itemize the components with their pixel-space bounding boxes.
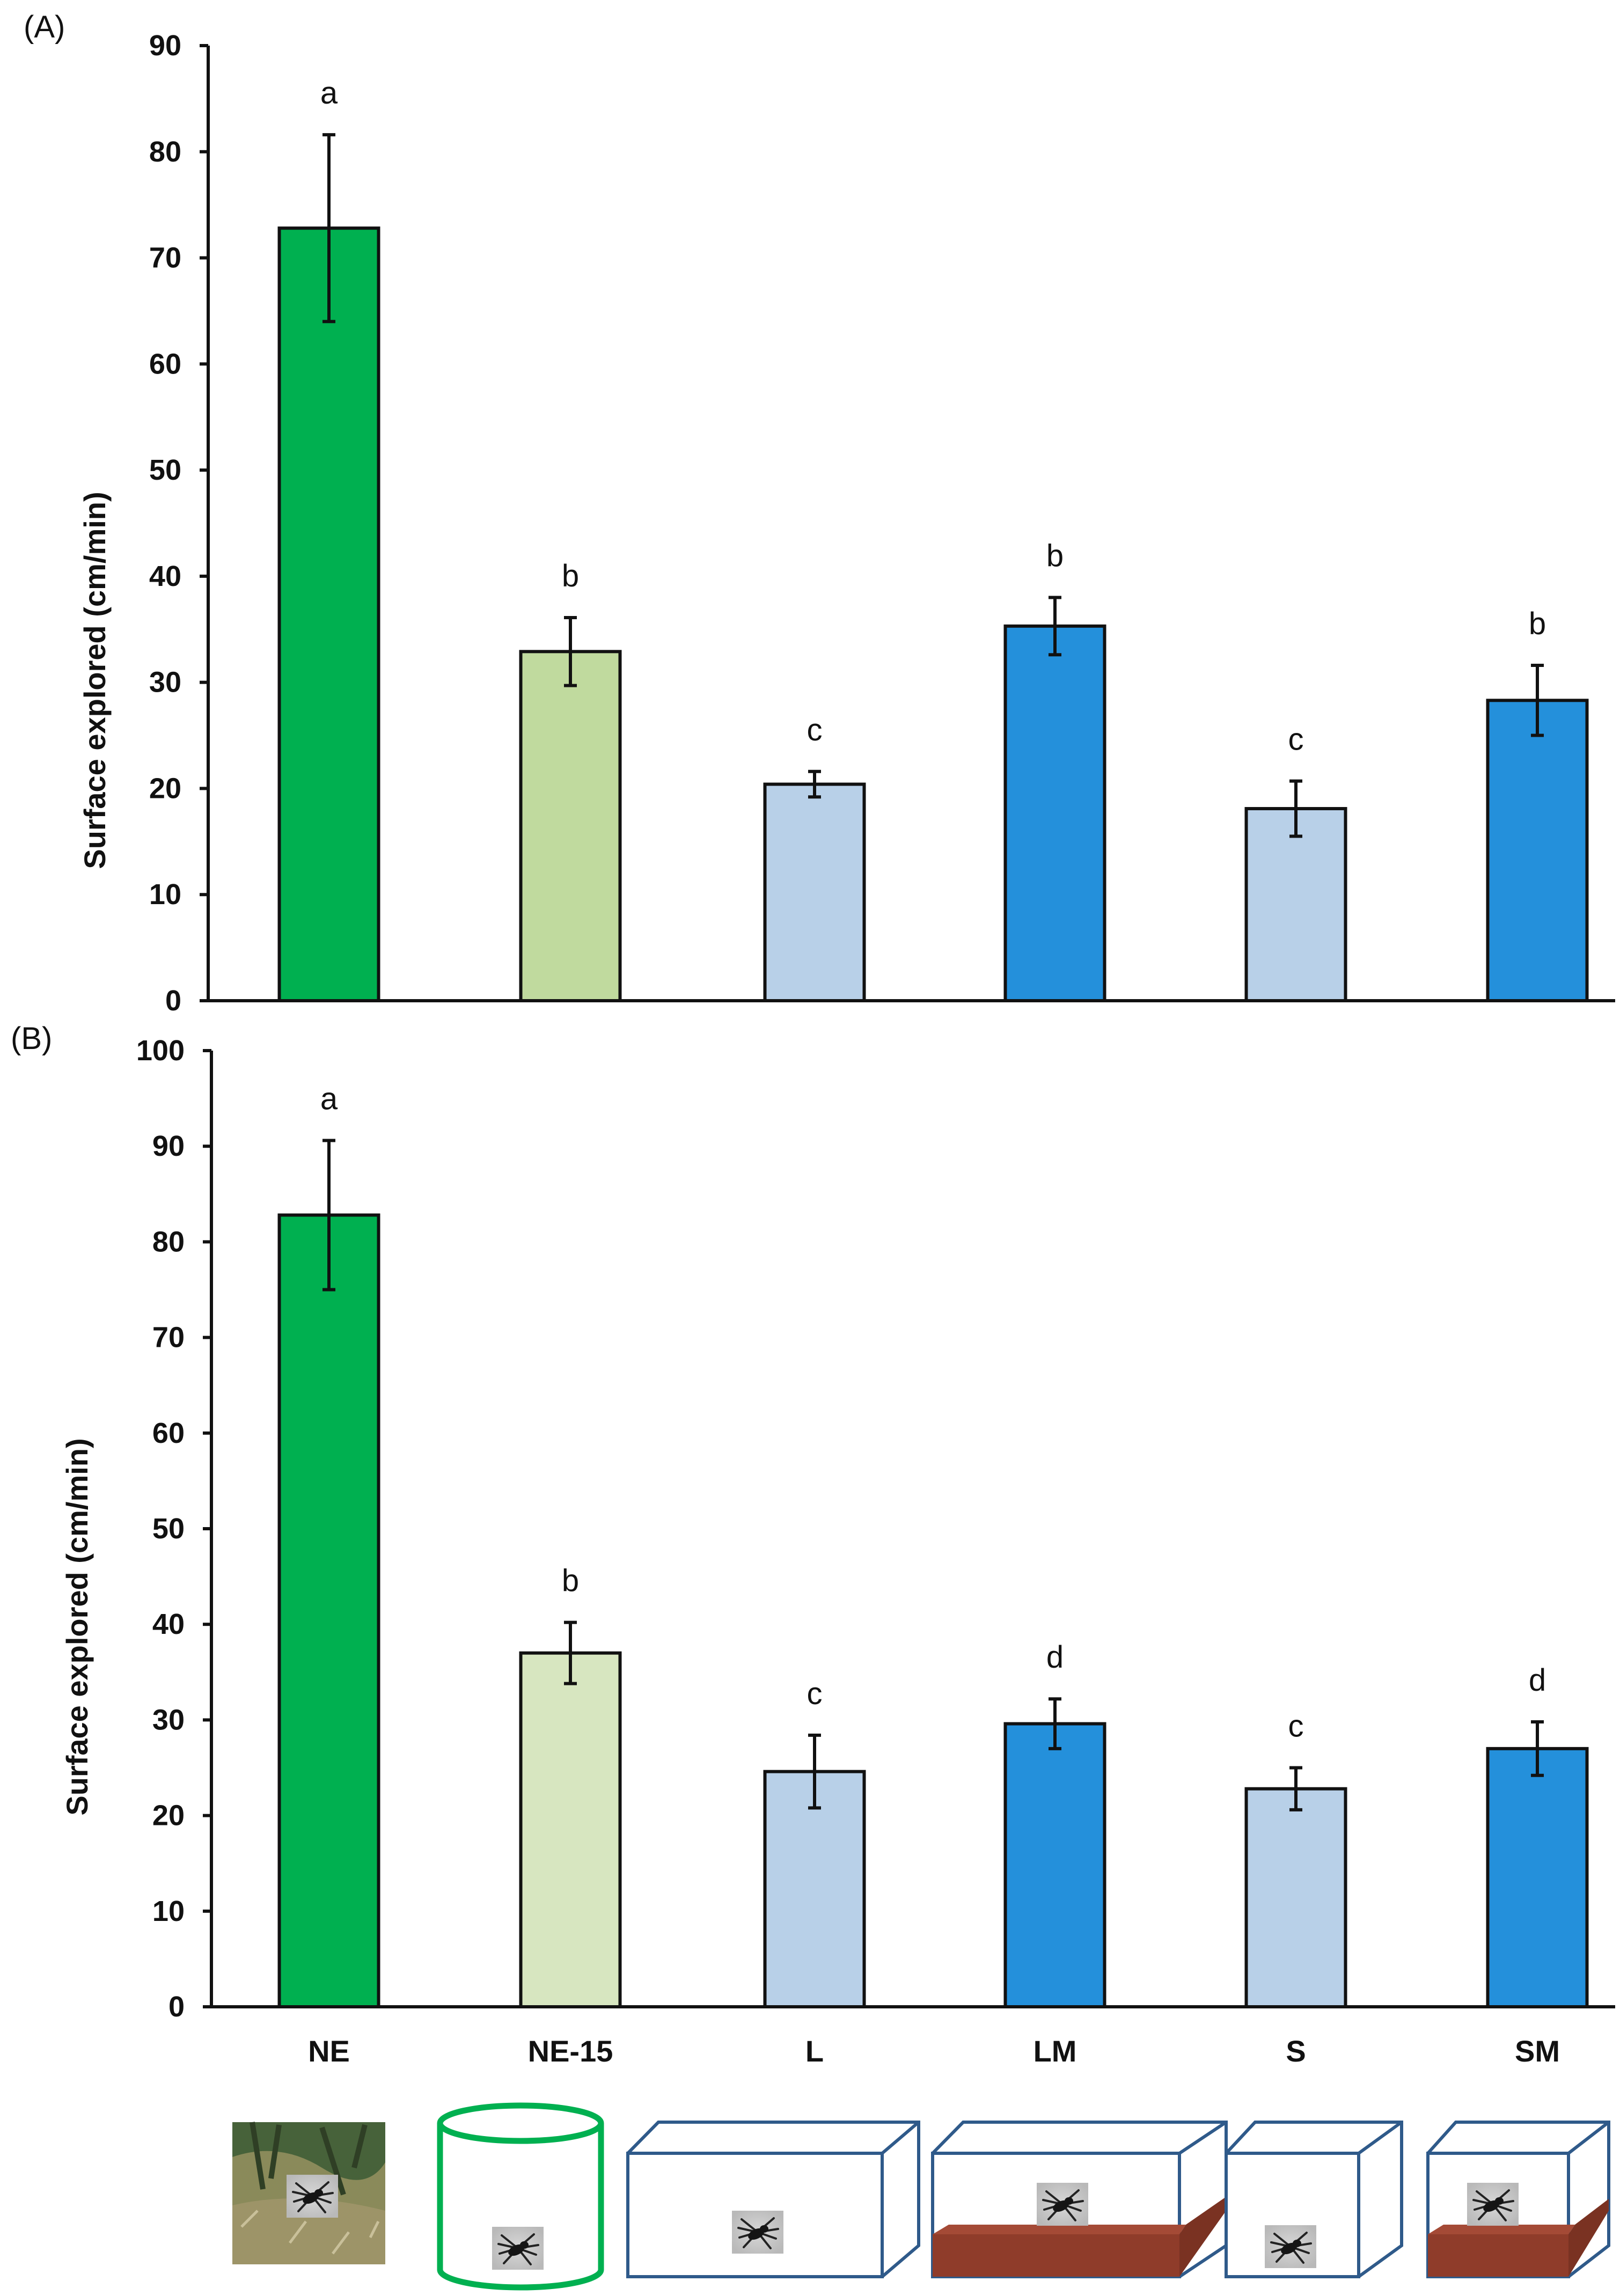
error-bar-a-lm: [1049, 596, 1061, 657]
y-tick-label-b: 80: [152, 1226, 185, 1258]
bar-b-ne: [277, 1213, 380, 2008]
significance-letter-a: c: [807, 713, 823, 747]
y-tick-label-b: 10: [152, 1895, 185, 1927]
significance-letter-a: b: [1046, 538, 1064, 573]
small-box-with-mat: [1426, 2121, 1610, 2278]
y-tick-label-a: 40: [149, 560, 181, 592]
error-bar-a-sm: [1531, 664, 1544, 737]
category-labels: NE NE-15 L LM S SM: [308, 2034, 1560, 2068]
y-tick-label-a: 30: [149, 666, 181, 699]
error-bar-b-l: [808, 1733, 821, 1810]
spider-icon: [285, 2174, 339, 2219]
category-label-ne: NE: [308, 2034, 350, 2068]
large-box: [626, 2121, 920, 2278]
spider-icon: [731, 2210, 785, 2255]
natural-environment-photo: [232, 2122, 385, 2264]
chart-panel-b: 0 10 20 30 40 50 60 70 80 90 100 a b c d c d NE NE-15 L LM…: [60, 1035, 1615, 2068]
bars-b: [277, 1213, 1589, 2009]
y-tick-label-a: 70: [149, 242, 181, 274]
spider-icon: [1036, 2182, 1089, 2227]
significance-letter-b: d: [1046, 1640, 1064, 1675]
error-bar-b-lm: [1049, 1697, 1061, 1750]
y-tick-label-a: 0: [165, 985, 181, 1017]
significance-letter-b: c: [807, 1676, 823, 1711]
y-tick-label-a: 50: [149, 454, 181, 486]
significance-letter-b: b: [562, 1564, 579, 1598]
significance-letters-a: a b c b c b: [320, 76, 1546, 757]
error-bar-a-ne-15: [564, 616, 577, 687]
category-label-lm: LM: [1033, 2034, 1077, 2068]
y-tick-label-b: 30: [152, 1704, 185, 1736]
spider-icon: [491, 2226, 545, 2271]
panel-label-b: (B): [11, 1021, 52, 1056]
bars-a: [277, 226, 1589, 1003]
error-bar-a-ne: [322, 133, 335, 324]
significance-letter-a: c: [1288, 722, 1304, 757]
y-tick-label-b: 50: [152, 1513, 185, 1545]
y-tick-label-a: 10: [149, 878, 181, 911]
y-tick-label-a: 90: [149, 30, 181, 62]
chart-panel-a: 0 10 20 30 40 50 60 70 80 90 a b c b c b Surface explo…: [78, 30, 1615, 1017]
spider-icon: [1466, 2182, 1520, 2227]
condition-illustrations: [232, 2102, 1610, 2291]
bar-b-sm: [1486, 1747, 1589, 2009]
bar-a-lm: [1003, 624, 1106, 1003]
category-label-l: L: [805, 2034, 824, 2068]
y-tick-label-a: 80: [149, 136, 181, 168]
y-axis-title-a: Surface explored (cm/min): [78, 492, 112, 869]
bar-b-l: [763, 1770, 866, 2008]
y-axis-ticks-a: 0 10 20 30 40 50 60 70 80 90: [149, 30, 208, 1017]
significance-letter-a: a: [320, 76, 338, 111]
y-tick-label-b: 40: [152, 1608, 185, 1640]
category-label-sm: SM: [1515, 2034, 1560, 2068]
significance-letter-b: a: [320, 1082, 338, 1117]
y-tick-label-b: 100: [136, 1035, 185, 1067]
panel-label-a: (A): [24, 10, 65, 45]
error-bar-b-sm: [1531, 1720, 1544, 1777]
large-box-with-mat: [931, 2121, 1228, 2278]
bar-a-sm: [1486, 699, 1589, 1003]
significance-letter-b: c: [1288, 1709, 1304, 1744]
y-tick-label-a: 20: [149, 772, 181, 804]
bar-a-ne-15: [519, 650, 622, 1003]
error-bar-a-s: [1289, 779, 1302, 838]
significance-letter-a: b: [1529, 606, 1546, 641]
error-bars-b: [322, 1139, 1544, 1811]
category-label-ne-15: NE-15: [528, 2034, 613, 2068]
significance-letter-b: d: [1529, 1663, 1546, 1698]
error-bar-b-ne-15: [564, 1620, 577, 1685]
bar-b-lm: [1003, 1722, 1106, 2009]
category-label-s: S: [1286, 2034, 1306, 2068]
error-bar-b-s: [1289, 1766, 1302, 1811]
y-tick-label-b: 70: [152, 1322, 185, 1354]
y-tick-label-b: 90: [152, 1130, 185, 1162]
cylinder-arena: [437, 2102, 604, 2291]
error-bars-a: [322, 133, 1544, 838]
y-tick-label-b: 20: [152, 1800, 185, 1832]
bar-b-ne-15: [519, 1651, 622, 2008]
small-box: [1225, 2121, 1403, 2278]
y-axis-title-b: Surface explored (cm/min): [60, 1438, 94, 1815]
significance-letters-b: a b c d c d: [320, 1082, 1546, 1744]
y-tick-label-b: 0: [168, 1991, 185, 2023]
y-axis-ticks-b: 0 10 20 30 40 50 60 70 80 90 100: [136, 1035, 211, 2023]
bar-b-s: [1244, 1787, 1347, 2009]
y-tick-label-a: 60: [149, 348, 181, 380]
spider-icon: [1264, 2224, 1317, 2269]
y-tick-label-b: 60: [152, 1417, 185, 1449]
significance-letter-a: b: [562, 559, 579, 593]
error-bar-b-ne: [322, 1139, 335, 1292]
bar-a-l: [763, 782, 866, 1002]
bar-a-ne: [277, 226, 380, 1003]
error-bar-a-l: [808, 769, 821, 799]
